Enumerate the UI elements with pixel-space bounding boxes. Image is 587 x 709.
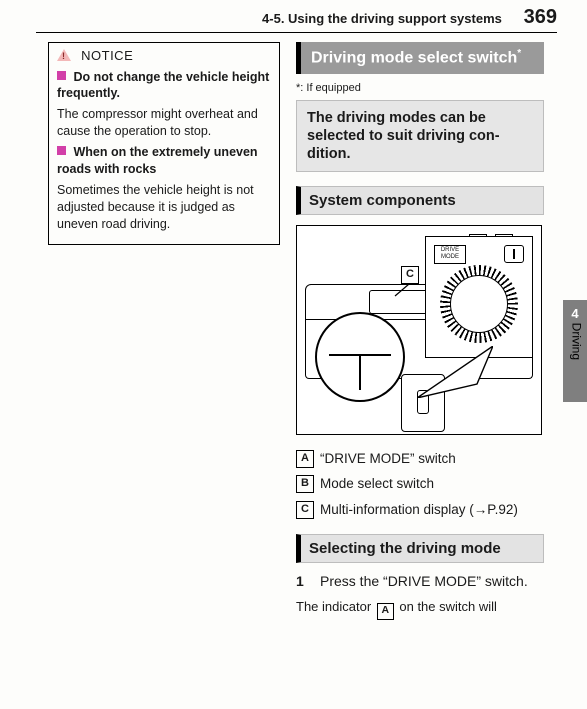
bullet-icon [57,71,66,80]
tail-inline-box: A [377,603,394,620]
section-title: 4-5. Using the driving support systems [262,11,502,26]
legend-row-c: C Multi-information display (→P.92) [296,500,544,520]
notice-box: NOTICE Do not change the vehicle height … [48,42,280,245]
heading-system-components: System components [296,186,544,215]
figure-legend: A “DRIVE MODE” switch B Mode select swit… [296,449,544,520]
tail-pre: The indicator [296,599,375,614]
figure-mode-dial [440,265,518,343]
legend-row-a: A “DRIVE MODE” switch [296,449,544,469]
right-column: Driving mode select switch* *: If equipp… [296,42,544,620]
notice-item-2-body: Sometimes the vehicle height is not adju… [57,182,271,233]
legend-text-a: “DRIVE MODE” switch [320,449,544,469]
warning-icon [57,49,71,61]
lead-paragraph: The driving modes can be selected to sui… [296,100,544,172]
step-1-text: Press the “DRIVE MODE” switch. [320,573,528,589]
legend-row-b: B Mode select switch [296,474,544,494]
topic-title: Driving mode select switch* [296,42,544,74]
footnote: *: If equipped [296,82,544,94]
header-rule [36,32,557,33]
figure-callout-c: C [401,266,419,284]
notice-item-1-body: The compressor might overheat and cause … [57,106,271,140]
figure-push-button [504,245,524,263]
notice-item-2-head: When on the extremely uneven roads with … [57,144,271,178]
tail-post: on the switch will [396,599,497,614]
legend-box-b: B [296,475,314,493]
legend-text-c: Multi-information display (→P.92) [320,500,544,520]
bullet-icon [57,146,66,155]
notice-item-2-head-text: When on the extremely uneven roads with … [57,145,258,176]
chapter-number: 4 [563,306,587,321]
notice-title: NOTICE [57,47,271,65]
figure-inset: DRIVE MODE [425,236,533,358]
figure-drive-mode-button: DRIVE MODE [434,245,466,264]
topic-title-text: Driving mode select switch [311,49,517,66]
legend-box-a: A [296,450,314,468]
page-header: 4-5. Using the driving support systems 3… [0,6,557,29]
legend-box-c: C [296,501,314,519]
legend-text-b: Mode select switch [320,474,544,494]
notice-title-text: NOTICE [81,48,133,63]
notice-item-1-head-text: Do not change the vehicle height frequen… [57,70,269,101]
figure-system-components: A B C DRIVE MODE [296,225,542,435]
heading-selecting-mode: Selecting the driving mode [296,534,544,563]
step-1: 1 Press the “DRIVE MODE” switch. [296,573,544,589]
figure-steering-wheel [315,312,405,402]
chapter-label: Driving [569,323,583,360]
figure-shifter [417,390,429,414]
notice-item-1-head: Do not change the vehicle height frequen… [57,69,271,103]
topic-title-sup: * [517,48,521,59]
continuation-line: The indicator A on the switch will [296,599,544,620]
page-number: 369 [524,6,557,28]
step-1-number: 1 [296,573,310,589]
